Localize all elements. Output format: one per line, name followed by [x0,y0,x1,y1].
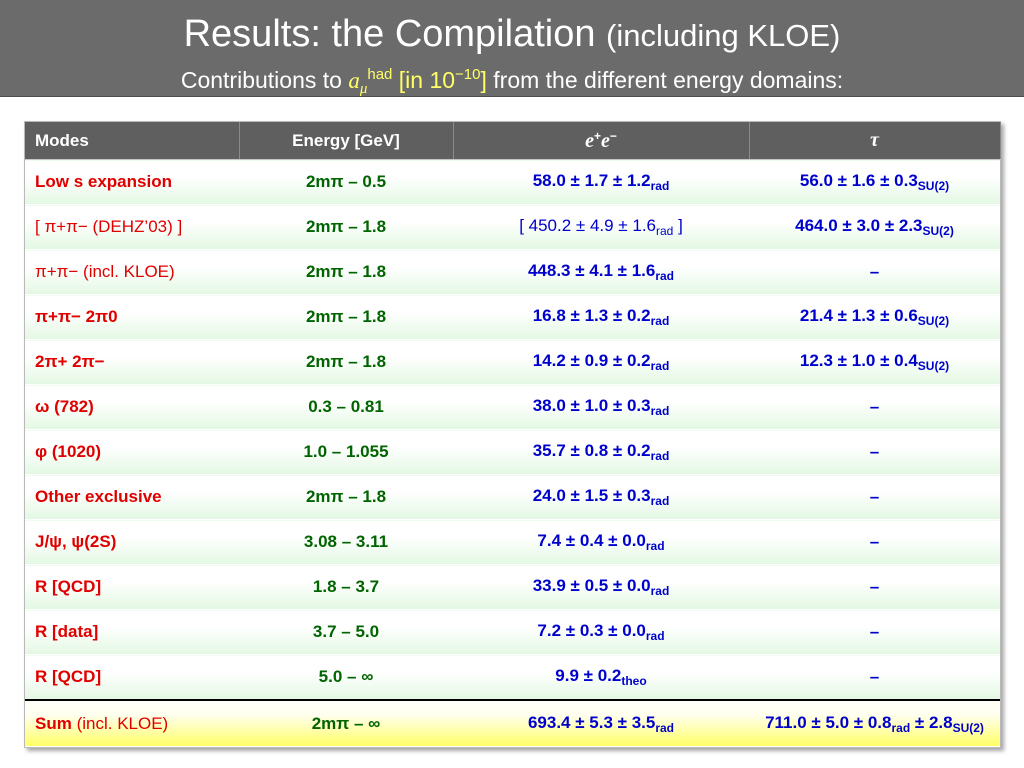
table-row: R [QCD] 1.8 – 3.7 33.9 ± 0.5 ± 0.0rad – [25,564,1000,610]
units-label: [in 10−10] [398,66,487,93]
tau-value-cell: 56.0 ± 1.6 ± 0.3SU(2) [749,159,1000,205]
energy-cell: 1.0 – 1.055 [239,429,453,475]
mode-cell: R [QCD] [25,654,239,701]
header-ee: e+e− [453,122,750,160]
table-row: ω (782) 0.3 – 0.81 38.0 ± 1.0 ± 0.3rad – [25,384,1000,430]
energy-cell: 2mπ – 1.8 [239,474,453,520]
mode-cell: [ π+π− (DEHZ’03) ] [25,204,239,250]
ee-value-cell: 9.9 ± 0.2theo [453,654,749,701]
table-row: φ (1020) 1.0 – 1.055 35.7 ± 0.8 ± 0.2rad… [25,429,1000,475]
mode-cell: ω (782) [25,384,239,430]
mode-cell: J/ψ, ψ(2S) [25,519,239,565]
sum-ee-value-cell: 693.4 ± 5.3 ± 3.5rad [453,699,749,747]
ee-value-cell: 448.3 ± 4.1 ± 1.6rad [453,249,749,295]
table-row: 2π+ 2π− 2mπ – 1.8 14.2 ± 0.9 ± 0.2rad 12… [25,339,1000,385]
mode-cell: R [data] [25,609,239,655]
amu-had-symbol: aμhad [348,66,393,97]
ee-value-cell: 35.7 ± 0.8 ± 0.2rad [453,429,749,475]
mode-cell: φ (1020) [25,429,239,475]
energy-cell: 3.08 – 3.11 [239,519,453,565]
tau-value-cell: – [749,384,1000,430]
results-table: Modes Energy [GeV] e+e− τ Low s expansio… [25,122,1001,747]
header-tau: τ [749,122,1001,160]
tau-value-cell: – [749,519,1000,565]
table-row: J/ψ, ψ(2S) 3.08 – 3.11 7.4 ± 0.4 ± 0.0ra… [25,519,1000,565]
subtitle-pre: Contributions to [180,67,342,93]
subtitle-post: from the different energy domains: [493,67,844,93]
tau-value-cell: – [749,249,1000,295]
energy-cell: 0.3 – 0.81 [239,384,453,430]
tau-value-cell: – [749,474,1000,520]
tau-value-cell: – [749,564,1000,610]
slide-subtitle: Contributions to aμhad [in 10−10] from t… [0,60,1024,104]
energy-cell: 1.8 – 3.7 [239,564,453,610]
ee-value-cell: 24.0 ± 1.5 ± 0.3rad [453,474,749,520]
table-row: π+π− 2π0 2mπ – 1.8 16.8 ± 1.3 ± 0.2rad 2… [25,294,1000,340]
mode-cell: Low s expansion [25,159,239,205]
tau-value-cell: – [749,654,1000,701]
slide-header: Results: the Compilation (including KLOE… [0,0,1024,97]
energy-cell: 3.7 – 5.0 [239,609,453,655]
header-energy: Energy [GeV] [239,122,454,160]
mode-cell: 2π+ 2π− [25,339,239,385]
ee-value-cell: 7.4 ± 0.4 ± 0.0rad [453,519,749,565]
table-row: π+π− (incl. KLOE) 2mπ – 1.8 448.3 ± 4.1 … [25,249,1000,295]
energy-cell: 2mπ – 1.8 [239,339,453,385]
slide-title: Results: the Compilation (including KLOE… [0,12,1024,58]
table-row: Low s expansion 2mπ – 0.5 58.0 ± 1.7 ± 1… [25,159,1000,205]
energy-cell: 2mπ – 1.8 [239,249,453,295]
ee-value-cell: 7.2 ± 0.3 ± 0.0rad [453,609,749,655]
table-row: R [QCD] 5.0 – ∞ 9.9 ± 0.2theo – [25,654,1000,701]
energy-cell: 2mπ – 1.8 [239,294,453,340]
sum-energy-cell: 2mπ – ∞ [239,699,453,747]
energy-cell: 2mπ – 0.5 [239,159,453,205]
table-row: Other exclusive 2mπ – 1.8 24.0 ± 1.5 ± 0… [25,474,1000,520]
sum-mode-cell: Sum (incl. KLOE) [25,699,239,747]
header-modes: Modes [25,122,240,160]
mode-cell: π+π− 2π0 [25,294,239,340]
mode-cell: R [QCD] [25,564,239,610]
energy-cell: 2mπ – 1.8 [239,204,453,250]
sum-row: Sum (incl. KLOE) 2mπ – ∞ 693.4 ± 5.3 ± 3… [25,699,1000,747]
ee-value-cell: [ 450.2 ± 4.9 ± 1.6rad ] [453,204,749,250]
mode-cell: π+π− (incl. KLOE) [25,249,239,295]
tau-value-cell: 464.0 ± 3.0 ± 2.3SU(2) [749,204,1000,250]
ee-value-cell: 16.8 ± 1.3 ± 0.2rad [453,294,749,340]
title-main: Results: the Compilation [183,13,596,55]
table-header-row: Modes Energy [GeV] e+e− τ [25,122,1001,160]
ee-value-cell: 38.0 ± 1.0 ± 0.3rad [453,384,749,430]
tau-value-cell: 12.3 ± 1.0 ± 0.4SU(2) [749,339,1000,385]
tau-value-cell: – [749,609,1000,655]
table-row: R [data] 3.7 – 5.0 7.2 ± 0.3 ± 0.0rad – [25,609,1000,655]
tau-value-cell: – [749,429,1000,475]
results-table-container: Modes Energy [GeV] e+e− τ Low s expansio… [24,121,1001,748]
ee-value-cell: 33.9 ± 0.5 ± 0.0rad [453,564,749,610]
ee-value-cell: 58.0 ± 1.7 ± 1.2rad [453,159,749,205]
ee-value-cell: 14.2 ± 0.9 ± 0.2rad [453,339,749,385]
table-row: [ π+π− (DEHZ’03) ] 2mπ – 1.8 [ 450.2 ± 4… [25,204,1000,250]
tau-value-cell: 21.4 ± 1.3 ± 0.6SU(2) [749,294,1000,340]
sum-tau-value-cell: 711.0 ± 5.0 ± 0.8rad ± 2.8SU(2) [749,699,1000,747]
energy-cell: 5.0 – ∞ [239,654,453,701]
title-paren: (including KLOE) [606,18,841,53]
mode-cell: Other exclusive [25,474,239,520]
